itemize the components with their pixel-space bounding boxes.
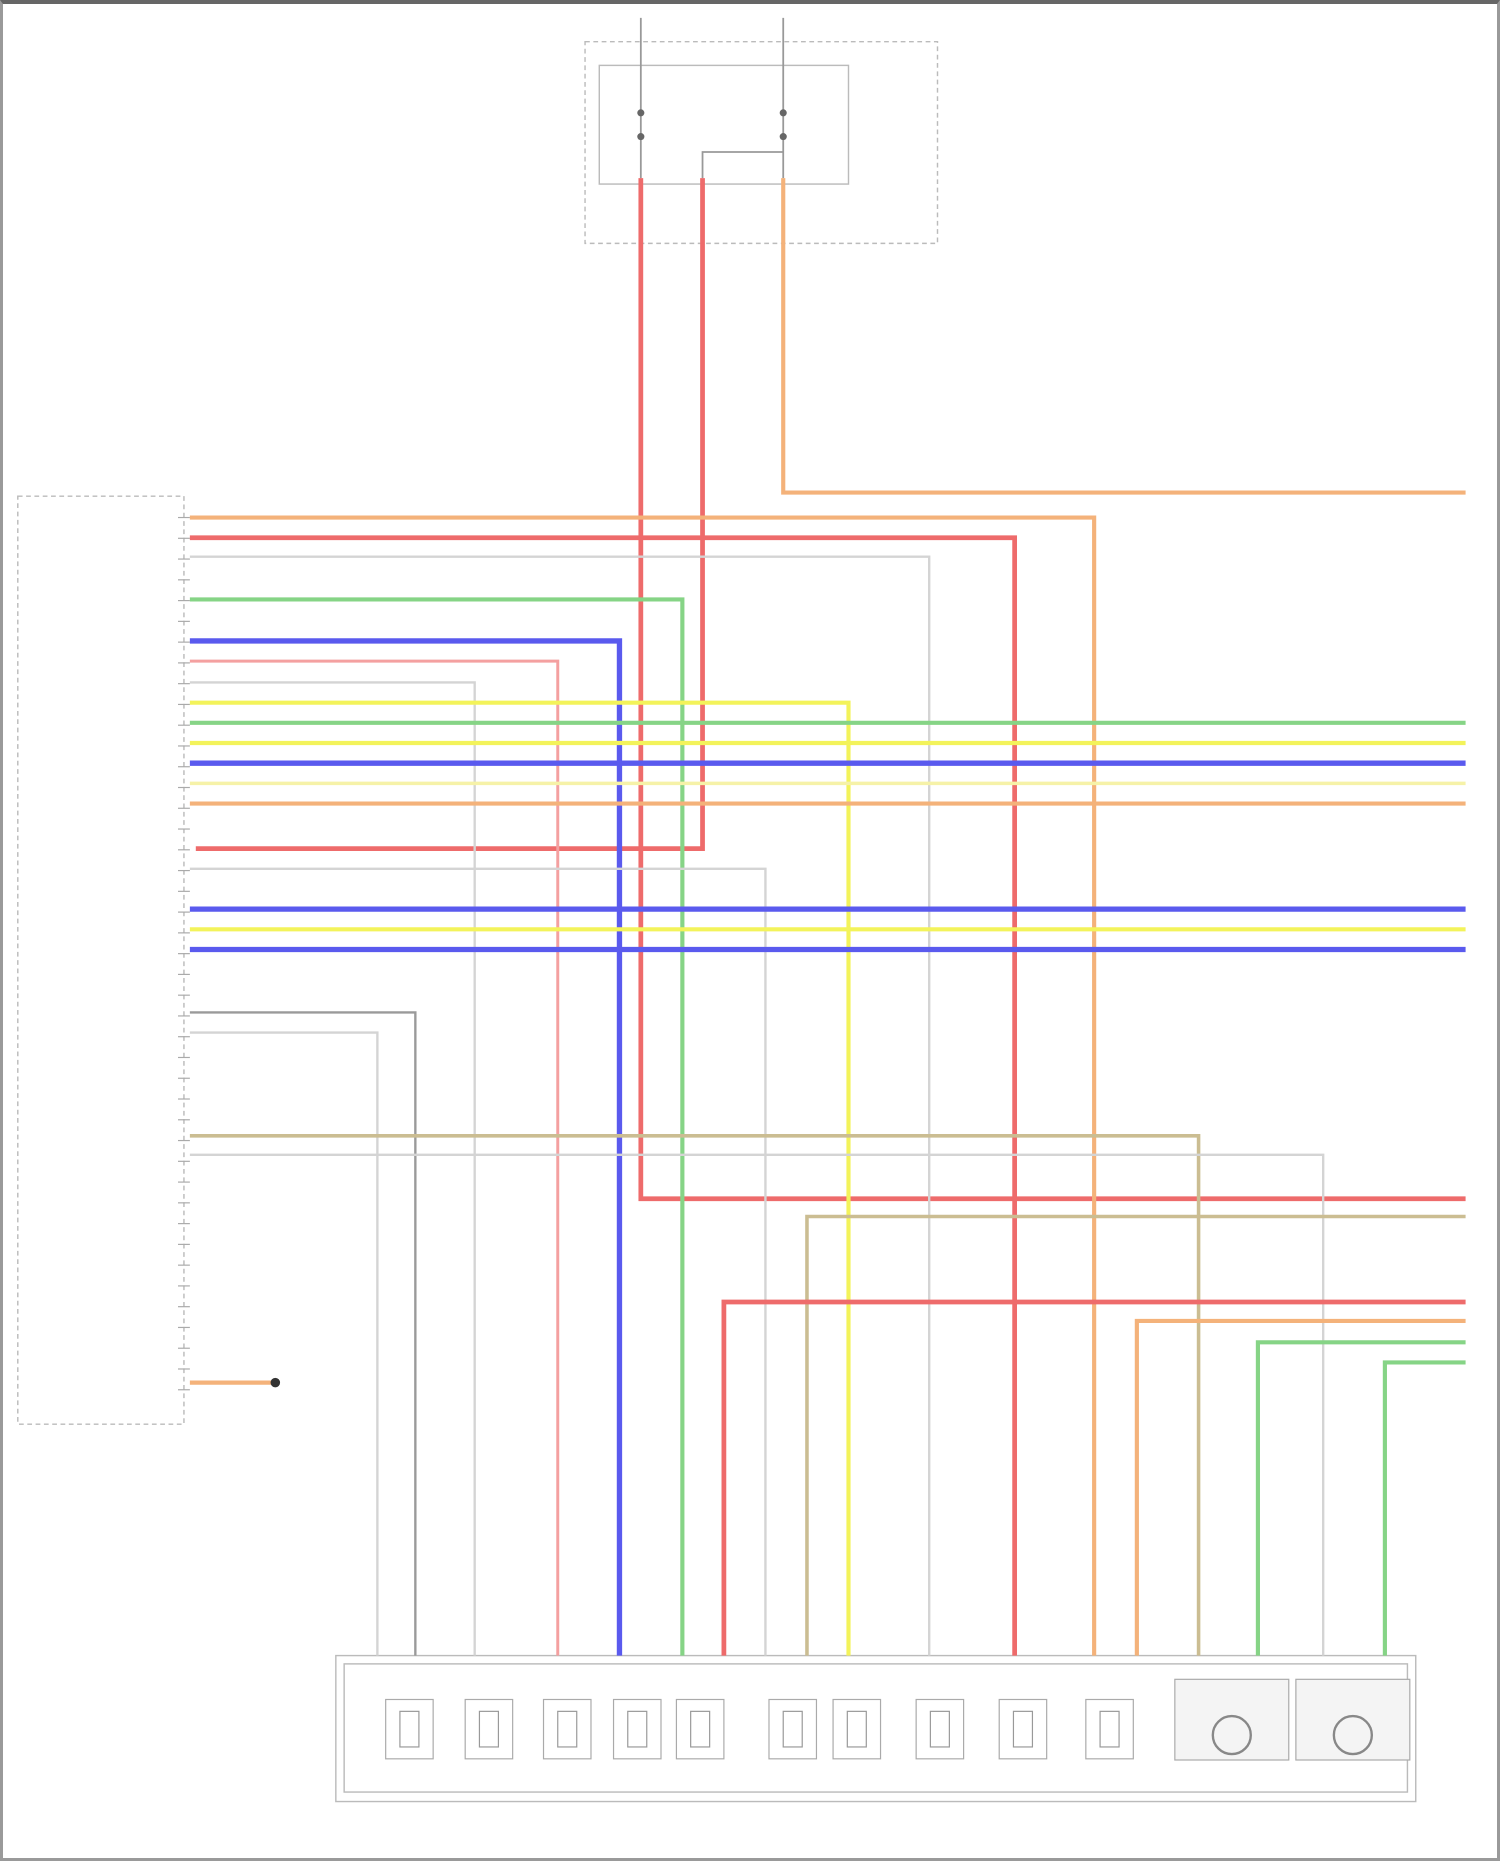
component-solenoid-1 xyxy=(464,1698,514,1760)
component-solenoid-2 xyxy=(542,1698,592,1760)
component-temp-sensor xyxy=(385,1698,434,1760)
components xyxy=(385,1678,1411,1761)
wire-ext-2 xyxy=(721,1299,1466,1656)
wire-pcm-3 xyxy=(189,555,931,1656)
fuse-box-outer xyxy=(584,40,939,245)
speed-sensor-icon xyxy=(1332,1714,1374,1756)
solenoid-icon xyxy=(690,1710,711,1748)
fuse-terminal-icon xyxy=(637,133,645,141)
wire-ext-4 xyxy=(1255,1340,1466,1656)
component-solenoid-4 xyxy=(675,1698,725,1760)
fuse-jumper xyxy=(701,151,784,179)
component-solenoid-8 xyxy=(1085,1698,1134,1760)
valve-body-box xyxy=(335,1654,1417,1803)
solenoid-icon xyxy=(1099,1710,1120,1748)
wire-ext-5 xyxy=(1382,1360,1466,1656)
component-solenoid-5 xyxy=(832,1698,882,1760)
wire-pcm-20 xyxy=(189,1134,1201,1656)
control-module-box xyxy=(17,495,185,1425)
wire-pcm-6 xyxy=(189,659,560,1656)
wire-pcm-19 xyxy=(189,1031,379,1656)
wire-pcm-14 xyxy=(189,867,767,1656)
fuse-terminal-icon xyxy=(779,109,787,117)
wire-fuse-feed-3 xyxy=(781,178,1466,495)
wire-pcm-2 xyxy=(189,535,1018,1656)
wire-pcm-5 xyxy=(189,638,623,1656)
solenoid-icon xyxy=(557,1710,578,1748)
fuse-terminal-icon xyxy=(779,133,787,141)
wire-pcm-18 xyxy=(189,1011,417,1656)
wire-pcm-8 xyxy=(189,700,851,1656)
component-solenoid-7 xyxy=(998,1698,1048,1760)
solenoid-icon xyxy=(627,1710,648,1748)
component-solenoid-6 xyxy=(915,1698,965,1760)
wire-ext-3 xyxy=(1134,1318,1466,1656)
sensor-icon xyxy=(399,1710,420,1748)
component-output-speed-sensor xyxy=(1295,1678,1411,1761)
fuse-box-inner xyxy=(598,64,850,185)
solenoid-icon xyxy=(478,1710,500,1748)
wire-pcm-21 xyxy=(189,1153,1325,1656)
wire-fuse-feed-2 xyxy=(195,178,705,851)
wire-pcm-4 xyxy=(189,597,685,1656)
wires xyxy=(189,178,1466,1656)
wire-pcm-7 xyxy=(189,681,476,1656)
component-input-speed-sensor xyxy=(1174,1678,1290,1761)
wire-pcm-1 xyxy=(189,515,1097,1656)
solenoid-icon xyxy=(1012,1710,1034,1748)
ground-dot-icon xyxy=(270,1377,281,1388)
component-switch xyxy=(768,1698,818,1760)
fuse-terminal-icon xyxy=(637,109,645,117)
solenoid-icon xyxy=(929,1710,950,1748)
speed-sensor-icon xyxy=(1211,1714,1252,1756)
sensor-icon xyxy=(782,1710,803,1748)
wire-ext-1 xyxy=(805,1214,1466,1656)
component-solenoid-3 xyxy=(612,1698,662,1760)
solenoid-icon xyxy=(846,1710,867,1748)
